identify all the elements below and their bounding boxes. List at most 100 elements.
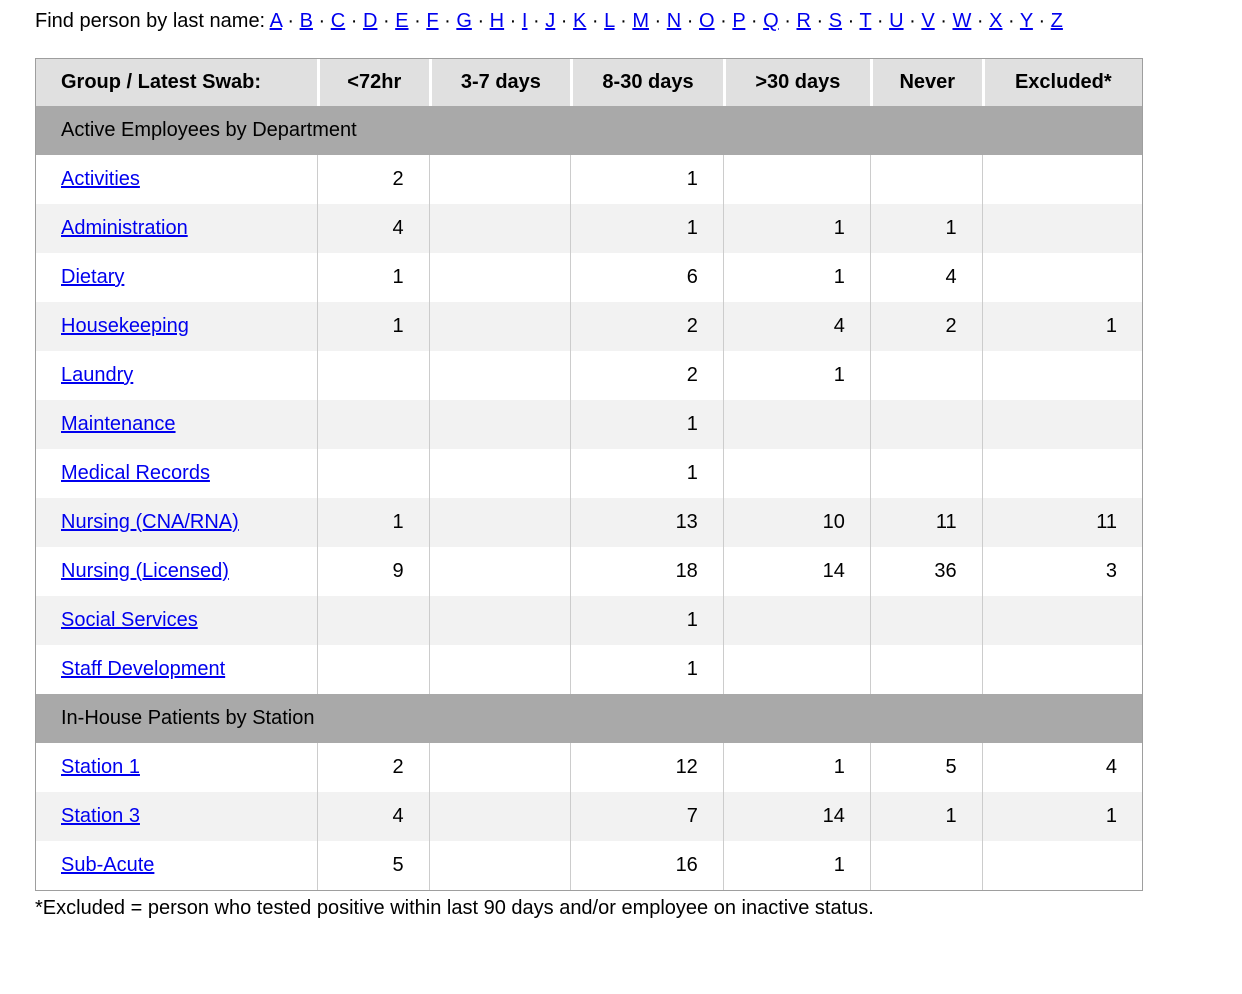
count-cell: [869, 596, 982, 645]
group-link-laundry[interactable]: Laundry: [61, 364, 134, 386]
count-cell: 1: [869, 204, 982, 253]
letter-link-p[interactable]: P: [732, 10, 746, 32]
count-cell: [722, 155, 870, 204]
letter-link-u[interactable]: U: [889, 10, 904, 32]
count-cell: [981, 204, 1142, 253]
group-link-medical-records[interactable]: Medical Records: [61, 462, 210, 484]
count-cell: 1: [316, 302, 429, 351]
letter-separator: ·: [614, 10, 633, 32]
letter-link-z[interactable]: Z: [1050, 10, 1063, 32]
letter-link-w[interactable]: W: [952, 10, 972, 32]
count-cell: 13: [570, 498, 723, 547]
letter-link-c[interactable]: C: [330, 10, 346, 32]
count-cell: [428, 547, 571, 596]
table-row: Station 3 4 7 14 1 1: [36, 792, 1142, 841]
count-cell: 36: [869, 547, 982, 596]
group-link-staff-development[interactable]: Staff Development: [61, 658, 226, 680]
letter-separator: ·: [504, 10, 522, 32]
count-cell: [428, 204, 571, 253]
count-cell: 4: [316, 792, 429, 841]
letter-separator: ·: [1002, 10, 1020, 32]
letter-link-l[interactable]: L: [604, 10, 615, 32]
count-cell: [428, 449, 571, 498]
find-person-bar: Find person by last name: A · B · C · D …: [35, 10, 1207, 33]
count-cell: 1: [722, 841, 870, 890]
count-cell: 4: [981, 743, 1142, 792]
letter-link-k[interactable]: K: [573, 10, 587, 32]
count-cell: [428, 400, 571, 449]
count-cell: [722, 449, 870, 498]
section-header-active-employees-by-department: Active Employees by Department: [36, 106, 1142, 155]
letter-link-h[interactable]: H: [489, 10, 505, 32]
letter-separator: ·: [408, 10, 427, 32]
group-link-administration[interactable]: Administration: [61, 217, 188, 239]
letter-link-b[interactable]: B: [299, 10, 313, 32]
letter-link-i[interactable]: I: [521, 10, 528, 32]
count-cell: [428, 253, 571, 302]
find-person-label: Find person by last name:: [35, 10, 270, 32]
count-cell: 1: [570, 204, 723, 253]
count-cell: 2: [570, 351, 723, 400]
letter-link-r[interactable]: R: [796, 10, 811, 32]
group-cell: Station 1: [36, 743, 317, 792]
group-cell: Medical Records: [36, 449, 317, 498]
column-header-never: Never: [869, 59, 982, 106]
letter-link-f[interactable]: F: [426, 10, 439, 32]
group-cell: Sub-Acute: [36, 841, 317, 890]
section-header-in-house-patients-by-station: In-House Patients by Station: [36, 694, 1142, 743]
letter-separator: ·: [281, 10, 300, 32]
count-cell: [869, 645, 982, 694]
count-cell: 1: [570, 400, 723, 449]
group-link-social-services[interactable]: Social Services: [61, 609, 198, 631]
letter-link-a[interactable]: A: [269, 10, 282, 32]
count-cell: [428, 841, 571, 890]
letter-link-t[interactable]: T: [859, 10, 872, 32]
count-cell: 1: [722, 743, 870, 792]
count-cell: [981, 400, 1142, 449]
count-cell: 12: [570, 743, 723, 792]
count-cell: [981, 645, 1142, 694]
letter-link-v[interactable]: V: [921, 10, 935, 32]
letter-separator: ·: [586, 10, 605, 32]
group-link-housekeeping[interactable]: Housekeeping: [61, 315, 189, 337]
count-cell: [869, 155, 982, 204]
letter-link-e[interactable]: E: [395, 10, 409, 32]
group-link-activities[interactable]: Activities: [61, 168, 140, 190]
count-cell: 1: [722, 204, 870, 253]
column-header-group-latest-swab: Group / Latest Swab:: [36, 59, 317, 106]
group-link-nursing-cna-rna[interactable]: Nursing (CNA/RNA): [61, 511, 239, 533]
letter-separator: ·: [842, 10, 860, 32]
group-link-nursing-licensed[interactable]: Nursing (Licensed): [61, 560, 229, 582]
group-link-sub-acute[interactable]: Sub-Acute: [61, 854, 155, 876]
count-cell: [869, 841, 982, 890]
count-cell: 2: [869, 302, 982, 351]
letter-separator: ·: [345, 10, 363, 32]
letter-link-s[interactable]: S: [828, 10, 843, 32]
count-cell: [981, 449, 1142, 498]
letter-separator: ·: [934, 10, 953, 32]
letter-link-n[interactable]: N: [666, 10, 682, 32]
letter-separator: ·: [377, 10, 396, 32]
letter-link-g[interactable]: G: [456, 10, 472, 32]
swab-status-table: Group / Latest Swab: <72hr 3-7 days 8-30 da…: [35, 58, 1143, 891]
group-link-dietary[interactable]: Dietary: [61, 266, 125, 288]
group-cell: Staff Development: [36, 645, 317, 694]
count-cell: 4: [869, 253, 982, 302]
letter-link-o[interactable]: O: [699, 10, 715, 32]
letter-separator: ·: [778, 10, 797, 32]
count-cell: [428, 351, 571, 400]
group-link-station-3[interactable]: Station 3: [61, 805, 140, 827]
letter-link-m[interactable]: M: [632, 10, 649, 32]
letter-link-x[interactable]: X: [989, 10, 1003, 32]
letter-link-j[interactable]: J: [545, 10, 556, 32]
count-cell: [981, 253, 1142, 302]
letter-link-d[interactable]: D: [362, 10, 378, 32]
group-link-maintenance[interactable]: Maintenance: [61, 413, 176, 435]
letter-link-y[interactable]: Y: [1019, 10, 1033, 32]
count-cell: 5: [869, 743, 982, 792]
group-link-station-1[interactable]: Station 1: [61, 756, 140, 778]
letter-separator: ·: [555, 10, 574, 32]
letter-link-q[interactable]: Q: [763, 10, 779, 32]
group-cell: Administration: [36, 204, 317, 253]
count-cell: 18: [570, 547, 723, 596]
